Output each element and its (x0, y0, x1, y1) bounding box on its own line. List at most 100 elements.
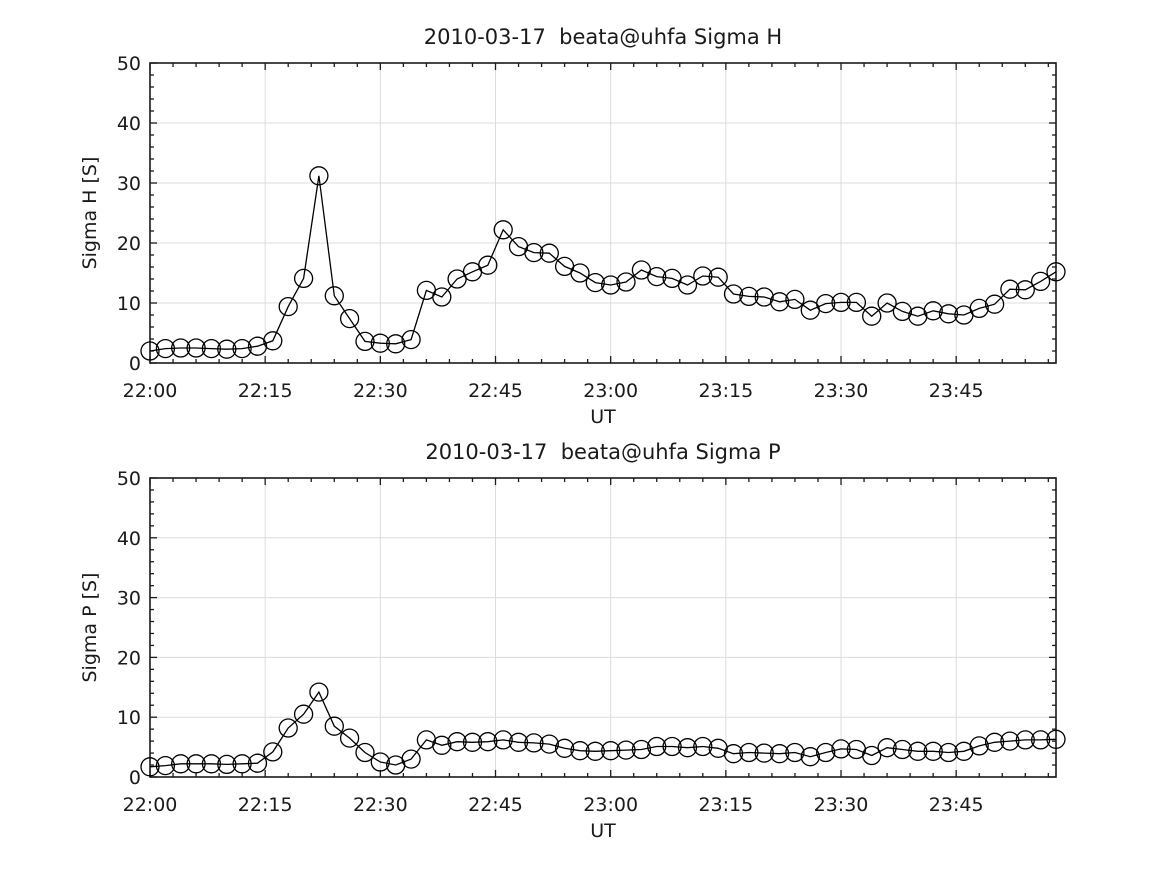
data-point-marker (739, 286, 759, 307)
data-point-marker (723, 744, 744, 764)
sigma-p-grid (150, 478, 1056, 777)
sigma-h-plot-box (149, 62, 1057, 364)
sigma-p-x-axis-label: UT (590, 820, 616, 842)
data-point-marker (769, 744, 790, 764)
y-tick-label: 10 (117, 707, 141, 729)
data-point-marker (769, 292, 790, 312)
data-point-marker (217, 754, 237, 775)
y-tick-label: 30 (117, 173, 141, 195)
data-point-marker (785, 742, 805, 763)
y-tick-label: 0 (129, 767, 141, 789)
data-point-marker (708, 738, 728, 758)
sigma-h-x-axis-label: UT (590, 406, 616, 428)
data-point-marker (447, 732, 467, 752)
data-point-marker (585, 741, 605, 761)
data-point-marker (677, 275, 698, 295)
data-point-marker (570, 263, 590, 283)
data-point-marker (754, 287, 774, 307)
data-point-marker (1030, 730, 1051, 750)
data-point-marker (1000, 279, 1020, 299)
sigma-h-tick-labels: 0 10 20 30 40 50 22:00 22:15 22:30 22:45 23:00 23:1… (117, 53, 984, 402)
sigma-h-y-axis-label: Sigma H [S] (79, 157, 101, 270)
data-point-marker (969, 298, 989, 319)
data-point-marker (401, 749, 421, 769)
y-tick-label: 30 (117, 588, 141, 610)
data-point-marker (785, 289, 805, 310)
x-tick-label: 22:30 (353, 794, 408, 816)
sigma-p-series-line (149, 690, 1057, 768)
data-point-marker (493, 220, 513, 240)
data-point-marker (293, 704, 314, 724)
data-point-marker (508, 732, 529, 752)
data-point-marker (877, 738, 897, 758)
data-point-marker (862, 306, 882, 326)
data-point-marker (693, 736, 713, 757)
data-point-marker (309, 682, 329, 702)
x-tick-label: 23:15 (698, 794, 753, 816)
sigma-p-markers (140, 682, 1066, 777)
data-point-marker (217, 339, 237, 359)
data-point-marker (816, 293, 836, 314)
x-tick-label: 22:15 (238, 380, 293, 402)
data-point-marker (232, 754, 252, 774)
x-tick-label: 22:30 (353, 380, 408, 402)
y-tick-label: 0 (129, 353, 141, 375)
data-point-marker (355, 742, 375, 763)
data-point-marker (739, 742, 759, 763)
data-point-marker (432, 287, 452, 307)
data-point-marker (1000, 731, 1020, 751)
data-point-marker (140, 341, 160, 361)
data-point-marker (693, 266, 713, 286)
x-tick-label: 23:30 (814, 794, 869, 816)
data-point-marker (432, 735, 452, 755)
data-point-marker (585, 272, 605, 293)
sigma-p-tick-labels: 0 10 20 30 40 50 22:00 22:15 22:30 22:45 23:00 23:1… (117, 468, 984, 816)
data-point-marker (355, 331, 375, 352)
y-tick-label: 40 (117, 113, 141, 135)
data-point-marker (1046, 729, 1066, 749)
x-tick-label: 22:15 (238, 794, 293, 816)
x-tick-label: 22:45 (468, 380, 523, 402)
data-point-marker (984, 294, 1005, 314)
data-point-marker (309, 166, 329, 186)
data-point-marker (877, 293, 897, 313)
data-point-marker (324, 286, 344, 306)
y-tick-label: 20 (117, 233, 141, 255)
data-point-marker (969, 736, 989, 756)
data-point-marker (201, 754, 222, 774)
sigma-h-grid (150, 63, 1056, 363)
data-point-marker (1015, 280, 1035, 300)
data-point-marker (923, 741, 943, 761)
data-point-marker (984, 732, 1005, 752)
x-tick-label: 23:45 (929, 794, 984, 816)
data-point-marker (554, 738, 575, 758)
sigma-h-ticks (149, 62, 1056, 364)
sigma-h-chart: 0 10 20 30 40 50 22:00 22:15 22:30 22:45 23:00 23:1… (79, 25, 1066, 428)
data-point-marker (155, 755, 176, 776)
data-point-marker (524, 733, 544, 753)
y-tick-label: 50 (117, 53, 141, 75)
data-point-marker (938, 304, 959, 324)
data-point-marker (908, 741, 928, 761)
data-point-marker (938, 742, 959, 763)
data-point-marker (140, 757, 160, 777)
data-point-marker (647, 736, 667, 757)
data-point-marker (278, 296, 298, 317)
data-point-marker (754, 743, 774, 763)
sigma-p-y-axis-label: Sigma P [S] (79, 573, 101, 683)
data-point-marker (831, 739, 851, 759)
data-point-marker (892, 739, 913, 760)
data-point-marker (1046, 262, 1066, 282)
data-point-marker (155, 338, 176, 359)
data-point-marker (232, 338, 252, 359)
sigma-h-title: 2010-03-17 beata@uhfa Sigma H (424, 25, 782, 49)
data-point-marker (339, 728, 360, 748)
data-point-marker (662, 736, 682, 757)
data-point-marker (616, 740, 636, 760)
data-point-marker (263, 331, 283, 351)
sigma-p-chart: 0 10 20 30 40 50 22:00 22:15 22:30 22:45 23:00 23:1… (79, 440, 1066, 842)
data-point-marker (524, 242, 544, 263)
data-point-marker (278, 718, 298, 738)
data-point-marker (601, 741, 621, 761)
sigma-h-markers (140, 166, 1066, 361)
